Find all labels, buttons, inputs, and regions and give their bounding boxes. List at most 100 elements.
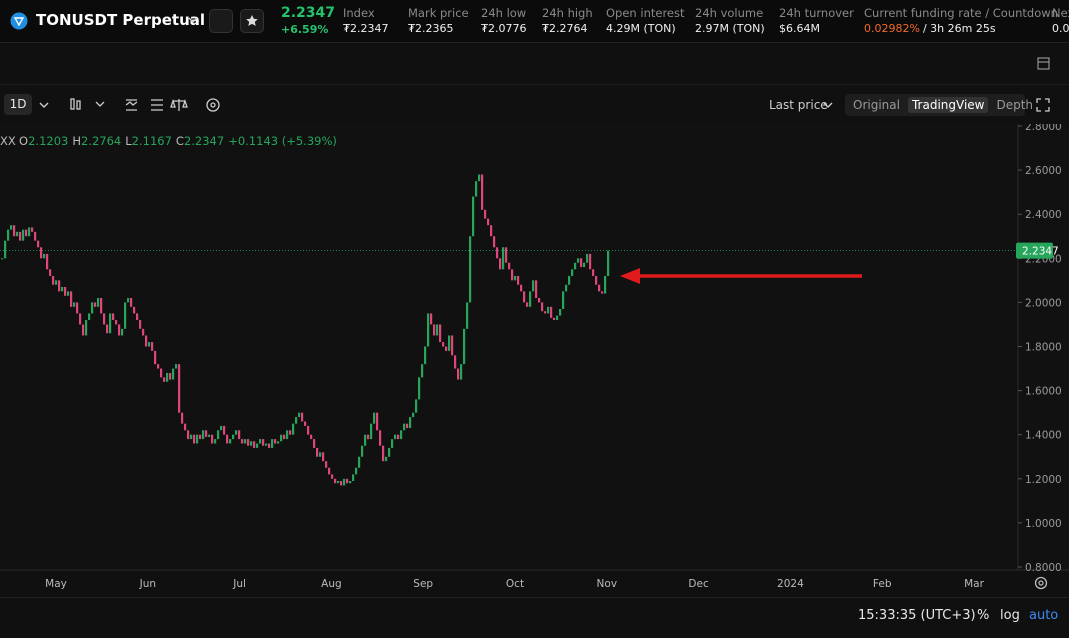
candle	[370, 423, 373, 440]
candle	[13, 225, 16, 237]
candle	[136, 313, 139, 321]
dropdown-icon[interactable]	[187, 15, 199, 25]
book-button[interactable]	[209, 9, 233, 33]
candle	[406, 423, 409, 429]
candle	[316, 447, 319, 457]
candle	[577, 258, 580, 263]
candle	[379, 430, 382, 446]
y-tick-label: 2.2000	[1025, 253, 1062, 265]
candle	[400, 430, 403, 440]
x-tick-label: Mar	[964, 578, 984, 590]
y-tick-label: 1.0000	[1025, 518, 1062, 530]
candle	[601, 291, 604, 294]
stat-label: Open interest	[606, 6, 685, 20]
candle	[97, 297, 100, 307]
candle	[442, 342, 445, 347]
candle	[268, 443, 271, 448]
stat-value: ₮2.0776	[481, 22, 527, 35]
candle	[10, 225, 13, 230]
candle	[37, 240, 40, 248]
stat-value: ₮2.2365	[408, 22, 454, 35]
y-tick-label: 0.8000	[1025, 562, 1062, 574]
auto-toggle[interactable]: auto	[1029, 608, 1059, 623]
candle	[169, 372, 172, 380]
candle	[160, 368, 163, 378]
candle	[349, 481, 352, 484]
view-option[interactable]: Depth	[996, 98, 1034, 112]
candle	[49, 269, 52, 276]
stat-value: 2.97M (TON)	[695, 22, 765, 35]
candle	[151, 342, 154, 351]
candle	[265, 443, 268, 446]
candle	[415, 399, 418, 413]
candle	[526, 302, 529, 307]
candle	[343, 478, 346, 486]
y-tick-label: 2.8000	[1025, 124, 1062, 133]
favorite-button[interactable]	[240, 9, 264, 33]
candle	[88, 313, 91, 321]
stat-label: Mark price	[408, 6, 469, 20]
candle	[508, 262, 511, 270]
candle	[496, 247, 499, 259]
stat-label: 24h turnover	[779, 6, 854, 20]
view-option[interactable]: TradingView	[907, 97, 989, 113]
candle	[289, 430, 292, 435]
candle	[556, 315, 559, 321]
candle	[211, 434, 214, 444]
candle	[145, 335, 148, 347]
candle	[172, 368, 175, 380]
candle	[139, 320, 142, 329]
view-option[interactable]: Original	[853, 98, 900, 112]
log-toggle[interactable]: log	[1000, 608, 1020, 623]
candle	[424, 346, 427, 365]
candle	[70, 291, 73, 307]
candle	[214, 439, 217, 444]
candle	[190, 434, 193, 440]
axis-settings[interactable]	[1034, 576, 1048, 590]
legend-item: H	[72, 134, 81, 148]
candle	[259, 439, 262, 444]
candle	[460, 364, 463, 380]
legend-item: 2.1203	[28, 134, 68, 148]
interval-dropdown[interactable]	[38, 100, 50, 110]
candle	[553, 317, 556, 321]
stat-label: 24h low	[481, 6, 527, 20]
candle	[244, 439, 247, 444]
percent-toggle[interactable]: %	[977, 608, 990, 623]
candle	[388, 447, 391, 457]
clock: 15:33:35 (UTC+3)	[858, 608, 976, 623]
candle	[175, 364, 178, 369]
candle	[373, 412, 376, 424]
fullscreen-icon[interactable]	[1036, 98, 1050, 112]
candle	[40, 247, 43, 259]
candle	[382, 445, 385, 462]
candle	[280, 434, 283, 442]
candle	[409, 417, 412, 429]
symbol[interactable]: TONUSDT Perpetual	[36, 11, 206, 29]
candle	[64, 286, 67, 296]
candle	[124, 302, 127, 329]
candle	[529, 291, 532, 307]
candle	[514, 275, 517, 281]
candle	[475, 181, 478, 197]
candle	[163, 377, 166, 382]
chart: 0.8000 1.0000 1.2000 1.4000 1.6000 1.8000 2.00…	[0, 124, 1069, 590]
candle	[598, 284, 601, 292]
stat-value: $6.64M	[779, 22, 820, 35]
candle	[331, 474, 334, 479]
legend-item: L	[125, 134, 132, 148]
candle	[571, 269, 574, 276]
candle	[574, 262, 577, 270]
candle	[58, 280, 61, 292]
price-source[interactable]: Last price	[769, 98, 828, 112]
y-tick-label: 1.4000	[1025, 430, 1062, 442]
source-dropdown[interactable]	[822, 100, 834, 110]
candle	[157, 364, 160, 369]
candle	[202, 430, 205, 440]
stat-label: 24h volume	[695, 6, 764, 20]
candle	[505, 247, 508, 263]
interval-button[interactable]: 1D	[4, 94, 32, 115]
candle	[481, 174, 484, 210]
layout-icon[interactable]	[1037, 57, 1051, 71]
